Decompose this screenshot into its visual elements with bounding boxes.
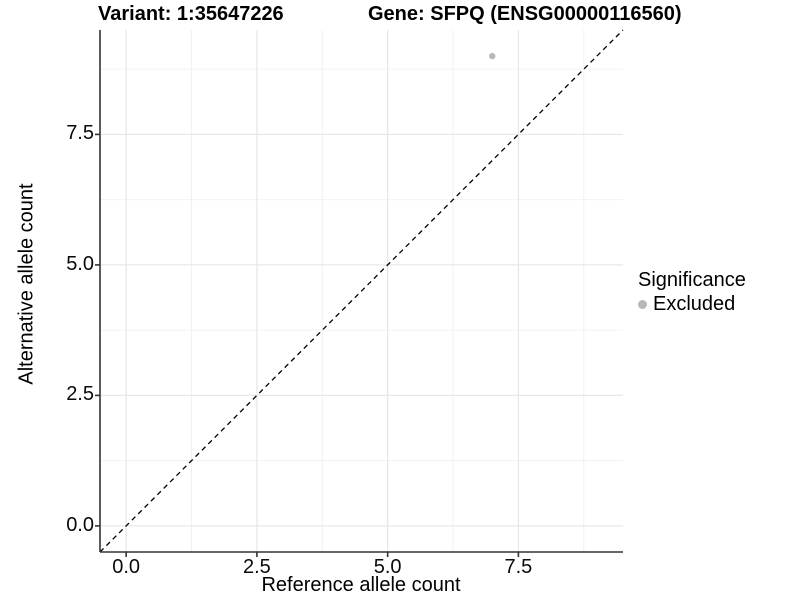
legend-title: Significance [638,269,746,291]
x-tick-label: 2.5 [242,556,271,578]
identity-reference-line [99,29,624,553]
y-tick-label: 5.0 [66,252,94,275]
y-tick-label: 7.5 [66,122,94,145]
legend-item-excluded: Excluded [638,292,746,316]
data-point [489,52,496,60]
x-tick-label: 5.0 [373,556,402,578]
y-axis-label: Alternative allele count [15,183,38,385]
excluded-point-icon [638,299,647,309]
x-tick-label: 0.0 [112,556,141,578]
variant-title: Variant: 1:35647226 [98,3,284,25]
gene-title: Gene: SFPQ (ENSG00000116560) [368,3,682,25]
legend-item-label: Excluded [653,293,736,315]
legend: Significance Excluded [638,268,746,316]
x-tick-label: 7.5 [504,556,533,578]
y-tick-label: 0.0 [66,513,94,536]
x-axis-label: Reference allele count [261,574,461,596]
y-tick-label: 2.5 [66,383,94,406]
